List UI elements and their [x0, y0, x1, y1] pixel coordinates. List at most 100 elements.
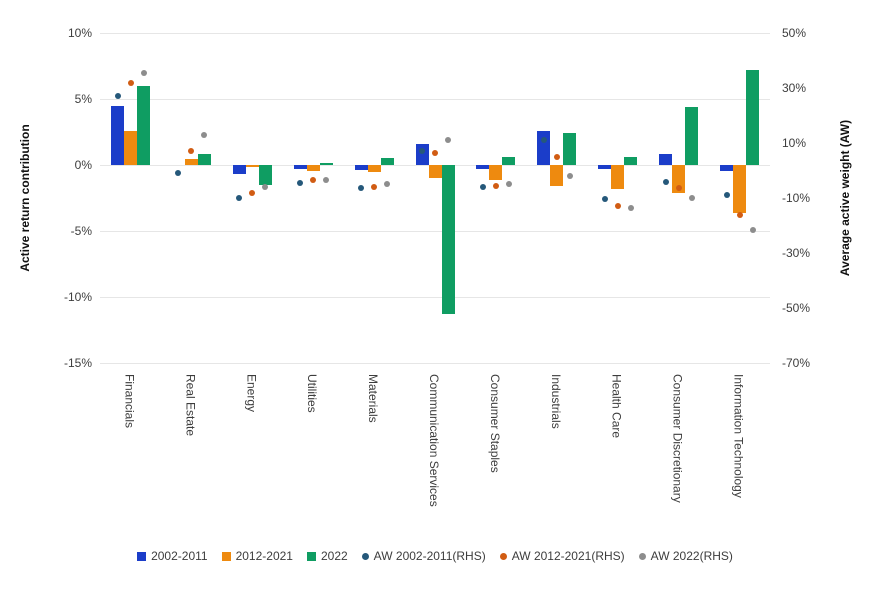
dot-aw-2012-2021rhs-materials — [371, 184, 378, 190]
bar-2022-health-care — [624, 157, 638, 165]
dot-aw-2022rhs-real-estate — [201, 131, 208, 138]
legend-label-2002-2011: 2002-2011 — [151, 549, 208, 563]
left-axis-tick-label: -15% — [63, 356, 92, 370]
legend-item-2002-2011: 2002-2011 — [137, 549, 208, 563]
x-axis-label-utilities: Utilities — [305, 374, 320, 413]
bar-2022-materials — [380, 158, 394, 165]
right-axis-tick-label: 10% — [782, 136, 807, 150]
bar-2012-2021-materials — [367, 165, 381, 173]
left-axis-tick-label: 0% — [74, 158, 92, 172]
dot-aw-2022rhs-consumer-discretionary — [688, 195, 695, 201]
left-axis-tick-label: -5% — [70, 224, 92, 238]
dot-aw-2012-2021rhs-energy — [249, 189, 256, 196]
legend-marker-aw-2022rhs — [638, 552, 646, 560]
bar-2012-2021-health-care — [611, 165, 625, 189]
bar-2012-2021-energy — [245, 165, 259, 167]
legend-marker-2002-2011 — [137, 551, 147, 561]
right-axis-tick-label: -70% — [782, 356, 811, 370]
dot-aw-2022rhs-materials — [384, 181, 391, 188]
bar-2022-consumer-discretionary — [685, 106, 699, 165]
legend: 2002-2011 2012-2021 2022 AW 2002-2011(RHS) A… — [0, 549, 870, 563]
bar-2002-2011-health-care — [598, 165, 612, 169]
x-axis-label-health-care: Health Care — [609, 374, 624, 439]
x-axis-label-communication-services: Communication Services — [427, 374, 441, 507]
left-axis-title: Active return contribution — [18, 124, 32, 272]
dot-aw-2022rhs-health-care — [627, 204, 634, 211]
dot-aw-2012-2021rhs-utilities — [310, 177, 317, 184]
legend-marker-2022 — [306, 551, 316, 561]
dot-aw-2002-2011rhs-communication-services — [419, 148, 425, 155]
bar-2002-2011-consumer-discretionary — [659, 154, 673, 165]
bar-2002-2011-financials — [111, 105, 124, 165]
right-axis-tick-label: -30% — [782, 246, 811, 260]
left-axis-tick-label: 10% — [67, 26, 92, 40]
legend-label-2012-2021: 2012-2021 — [235, 549, 293, 563]
right-axis-tick-label: 50% — [782, 26, 807, 40]
dot-aw-2002-2011rhs-information-technology — [723, 192, 730, 199]
gridline-10 — [100, 297, 770, 298]
bar-2002-2011-information-technology — [720, 165, 733, 171]
bar-2012-2021-information-technology — [733, 165, 746, 213]
dot-aw-2002-2011rhs-energy — [236, 195, 243, 201]
dot-aw-2012-2021rhs-real-estate — [188, 148, 195, 155]
legend-label-aw-2022rhs: AW 2022(RHS) — [650, 549, 733, 563]
left-axis-tick-label: 5% — [74, 92, 92, 106]
dot-aw-2002-2011rhs-consumer-staples — [479, 184, 486, 190]
dot-aw-2002-2011rhs-health-care — [601, 196, 608, 203]
right-axis-tick-label: 30% — [782, 81, 807, 95]
bar-2022-information-technology — [746, 70, 759, 165]
bar-2002-2011-consumer-staples — [476, 165, 490, 169]
dot-aw-2022rhs-industrials — [566, 173, 573, 179]
dot-aw-2012-2021rhs-financials — [127, 79, 134, 86]
gridline-5 — [100, 99, 770, 100]
x-axis-label-consumer-staples: Consumer Staples — [487, 374, 502, 473]
x-axis-label-energy: Energy — [244, 374, 259, 413]
legend-item-aw-2012-2021rhs: AW 2012-2021(RHS) — [499, 549, 625, 563]
dot-aw-2012-2021rhs-health-care — [614, 203, 621, 210]
gridline-15 — [100, 363, 770, 364]
bar-2022-communication-services — [441, 165, 455, 315]
bar-2002-2011-utilities — [293, 165, 307, 169]
legend-marker-aw-2012-2021rhs — [499, 552, 507, 560]
bar-2022-real-estate — [197, 154, 211, 165]
left-axis-tick-label: -10% — [63, 290, 92, 304]
legend-label-aw-2002-2011rhs: AW 2002-2011(RHS) — [373, 549, 486, 563]
bar-2012-2021-consumer-discretionary — [672, 165, 686, 193]
dot-aw-2022rhs-energy — [262, 184, 269, 190]
x-axis-label-information-technology: Information Technology — [731, 374, 746, 498]
bar-2012-2021-real-estate — [184, 159, 198, 165]
right-axis-tick-label: -50% — [782, 301, 811, 315]
plot-area — [100, 33, 770, 364]
bar-2012-2021-consumer-staples — [489, 165, 503, 181]
x-axis-label-financials: Financials — [122, 374, 137, 429]
dot-aw-2012-2021rhs-consumer-discretionary — [675, 185, 682, 192]
dot-aw-2002-2011rhs-industrials — [540, 137, 547, 144]
dot-aw-2022rhs-information-technology — [749, 226, 756, 233]
bar-2002-2011-communication-services — [415, 143, 429, 165]
bar-2012-2021-utilities — [306, 165, 320, 171]
bar-2012-2021-industrials — [550, 165, 564, 187]
right-axis-title: Average active weight (AW) — [838, 119, 852, 277]
x-axis-label-consumer-discretionary: Consumer Discretionary — [670, 374, 685, 503]
bar-2022-energy — [258, 165, 272, 185]
legend-label-aw-2012-2021rhs: AW 2012-2021(RHS) — [511, 549, 625, 563]
dot-aw-2022rhs-consumer-staples — [505, 181, 512, 188]
bar-2012-2021-communication-services — [428, 165, 442, 178]
dot-aw-2012-2021rhs-consumer-staples — [492, 182, 499, 189]
dot-aw-2022rhs-financials — [140, 69, 147, 76]
dot-aw-2002-2011rhs-utilities — [297, 179, 304, 186]
legend-item-2012-2021: 2012-2021 — [221, 549, 293, 563]
x-axis-label-industrials: Industrials — [548, 374, 563, 429]
dot-aw-2002-2011rhs-real-estate — [175, 170, 182, 177]
legend-label-2022: 2022 — [320, 549, 348, 563]
bar-2002-2011-industrials — [537, 130, 551, 165]
gridline-10 — [100, 33, 770, 34]
bar-2002-2011-energy — [232, 165, 246, 174]
legend-item-aw-2002-2011rhs: AW 2002-2011(RHS) — [361, 549, 486, 563]
bar-2022-industrials — [563, 133, 577, 165]
dot-aw-2022rhs-communication-services — [445, 137, 451, 144]
dot-aw-2002-2011rhs-consumer-discretionary — [662, 178, 669, 185]
bar-2022-financials — [137, 85, 150, 165]
right-axis-tick-label: -10% — [782, 191, 811, 205]
